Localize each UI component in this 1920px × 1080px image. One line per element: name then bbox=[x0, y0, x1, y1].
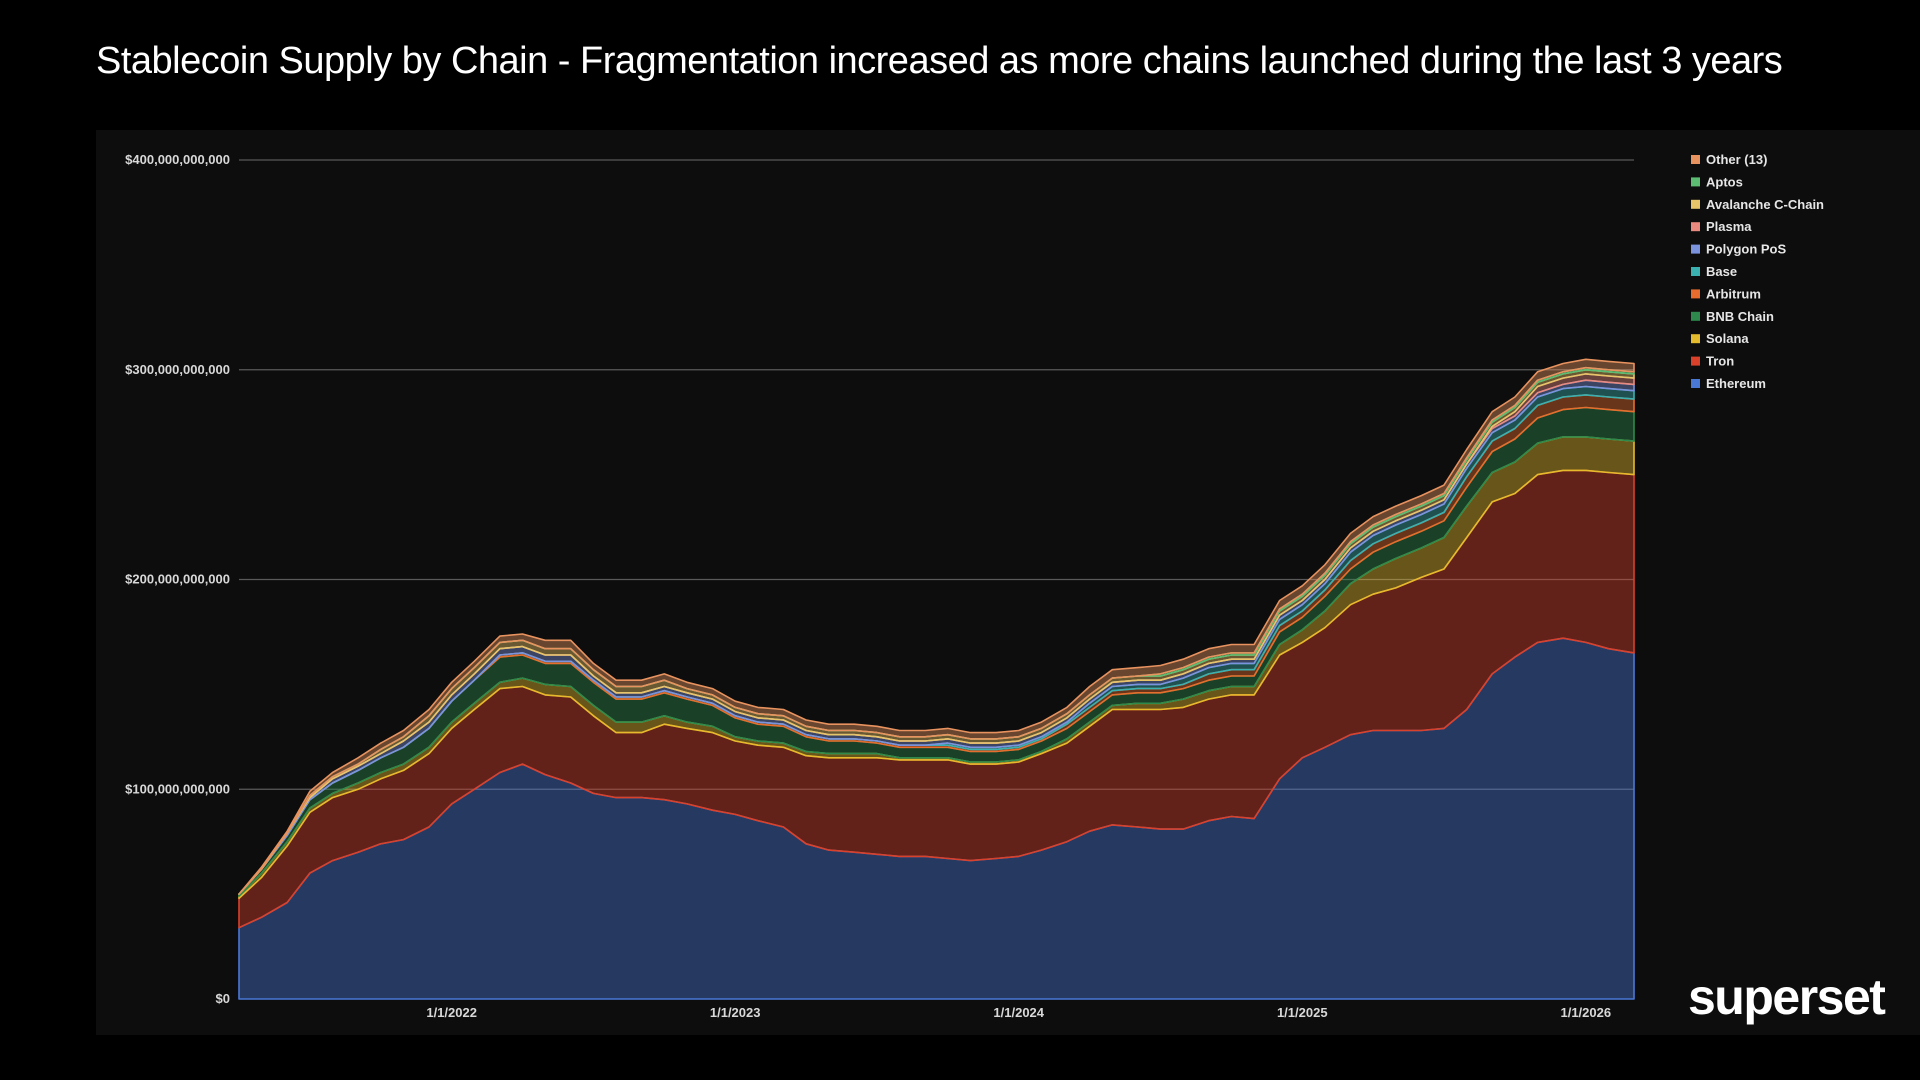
legend-label: Plasma bbox=[1706, 219, 1752, 234]
area-layer bbox=[238, 358, 1635, 1000]
x-tick-label: 1/1/2022 bbox=[426, 1005, 477, 1020]
legend-swatch bbox=[1691, 311, 1700, 321]
legend-swatch bbox=[1691, 379, 1700, 388]
legend-label: Avalanche C-Chain bbox=[1706, 197, 1824, 212]
legend-item[interactable]: Arbitrum bbox=[1691, 286, 1761, 301]
legend-label: Other (13) bbox=[1706, 152, 1767, 167]
x-tick-label: 1/1/2024 bbox=[993, 1005, 1044, 1020]
legend-item[interactable]: Avalanche C-Chain bbox=[1691, 197, 1824, 212]
legend-label: Aptos bbox=[1706, 174, 1743, 189]
y-tick-label: $200,000,000,000 bbox=[125, 572, 230, 587]
y-tick-label: $0 bbox=[216, 991, 230, 1006]
legend-swatch bbox=[1691, 334, 1700, 344]
legend-item[interactable]: BNB Chain bbox=[1691, 309, 1774, 324]
legend-label: Tron bbox=[1706, 354, 1734, 369]
legend: Other (13) Aptos Avalanche C-Chain Plasma Po… bbox=[1691, 152, 1824, 391]
grid-layer bbox=[239, 159, 1634, 790]
y-tick-label: $100,000,000,000 bbox=[125, 781, 230, 796]
legend-item[interactable]: Ethereum bbox=[1691, 376, 1766, 391]
stacked-area-chart: $0 $100,000,000,000 $200,000,000,000 $300,0… bbox=[125, 152, 1824, 1020]
legend-swatch bbox=[1691, 155, 1700, 164]
chart-panel: $0 $100,000,000,000 $200,000,000,000 $300,0… bbox=[96, 130, 1920, 1035]
legend-item[interactable]: Aptos bbox=[1691, 174, 1743, 189]
legend-item[interactable]: Other (13) bbox=[1691, 152, 1767, 167]
legend-swatch bbox=[1691, 289, 1700, 299]
legend-label: BNB Chain bbox=[1706, 309, 1774, 324]
legend-item[interactable]: Tron bbox=[1691, 354, 1734, 369]
legend-item[interactable]: Solana bbox=[1691, 331, 1749, 346]
series-area-other-13-[interactable] bbox=[238, 358, 1635, 895]
y-tick-label: $300,000,000,000 bbox=[125, 362, 230, 377]
legend-swatch bbox=[1691, 222, 1700, 232]
legend-item[interactable]: Polygon PoS bbox=[1691, 242, 1787, 257]
legend-swatch bbox=[1691, 244, 1700, 254]
legend-label: Base bbox=[1706, 264, 1737, 279]
superset-logo: superset bbox=[1688, 969, 1886, 1025]
x-tick-label: 1/1/2023 bbox=[710, 1005, 761, 1020]
legend-label: Ethereum bbox=[1706, 376, 1766, 391]
axis-layer: $0 $100,000,000,000 $200,000,000,000 $300,0… bbox=[125, 152, 1611, 1020]
legend-swatch bbox=[1691, 356, 1700, 366]
x-tick-label: 1/1/2026 bbox=[1560, 1005, 1611, 1020]
legend-swatch bbox=[1691, 267, 1700, 276]
y-tick-label: $400,000,000,000 bbox=[125, 152, 230, 167]
page-title: Stablecoin Supply by Chain - Fragmentati… bbox=[96, 40, 1783, 82]
legend-item[interactable]: Base bbox=[1691, 264, 1737, 279]
legend-swatch bbox=[1691, 199, 1700, 209]
legend-label: Arbitrum bbox=[1706, 286, 1761, 301]
legend-swatch bbox=[1691, 177, 1700, 187]
legend-item[interactable]: Plasma bbox=[1691, 219, 1752, 234]
legend-label: Solana bbox=[1706, 331, 1749, 346]
legend-label: Polygon PoS bbox=[1706, 242, 1787, 257]
x-tick-label: 1/1/2025 bbox=[1277, 1005, 1328, 1020]
